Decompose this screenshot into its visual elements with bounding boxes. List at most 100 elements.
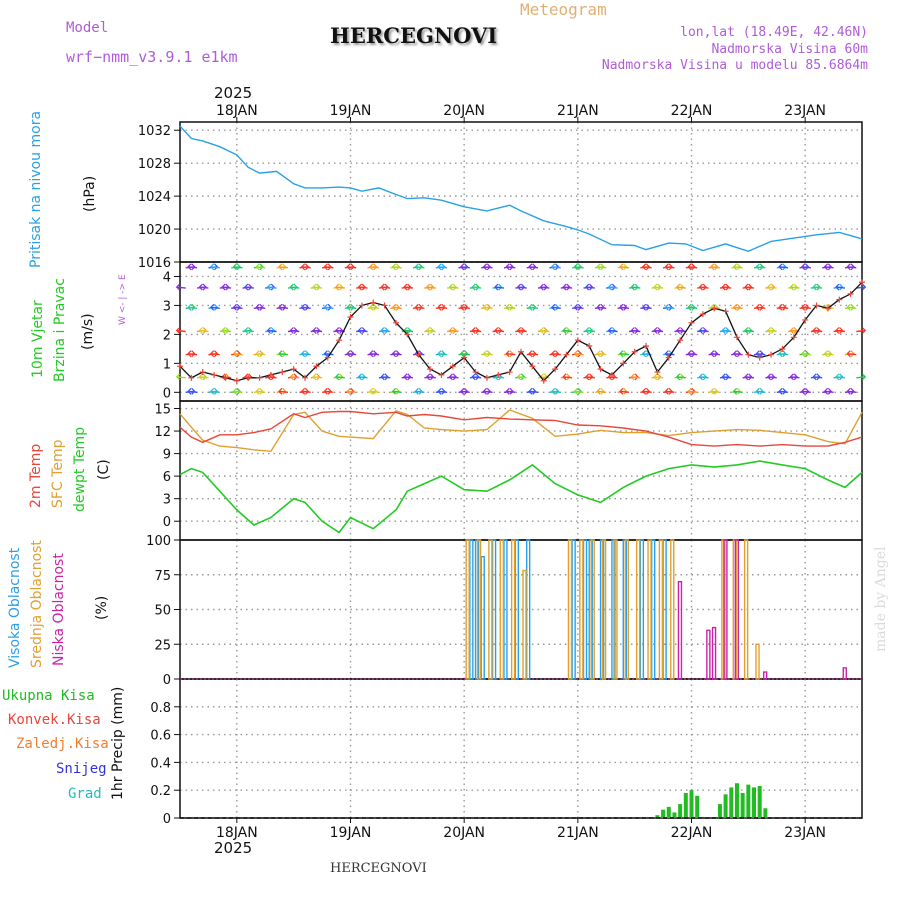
wind-arrow <box>574 352 584 356</box>
wind-arrowhead <box>789 327 794 334</box>
wind-arrowhead <box>528 263 533 271</box>
wind-arrowhead <box>464 303 469 311</box>
wind-arrow <box>813 376 823 379</box>
wind-arrow <box>460 306 470 310</box>
wind-arrow <box>676 329 686 333</box>
wind-arrowhead <box>714 387 719 395</box>
precip-bar <box>689 790 694 818</box>
wind-arrowhead <box>384 327 389 334</box>
wind-arrow <box>608 376 618 379</box>
precip-bar <box>729 787 734 818</box>
wind-arrowhead <box>187 303 192 311</box>
wind-arrowhead <box>505 387 510 395</box>
wind-gust-marker <box>199 369 206 376</box>
wind-arrow <box>744 376 755 379</box>
wind-arrowhead <box>323 350 328 358</box>
wind-gust-marker <box>233 377 240 384</box>
wind-arrowhead <box>634 283 639 291</box>
wind-arrow <box>483 390 493 394</box>
wind-arrow <box>619 266 630 269</box>
wind-gust-marker <box>461 354 468 361</box>
wind-arrow <box>710 266 720 269</box>
wind-arrowhead <box>589 327 594 334</box>
wind-arrowhead <box>744 283 749 291</box>
wind-arrowhead <box>448 283 453 291</box>
cloud-bar <box>677 581 683 680</box>
wind-arrow <box>654 329 664 333</box>
wind-arrow <box>710 352 720 356</box>
wind-arrow <box>210 306 220 310</box>
wind-arrow <box>335 376 345 379</box>
pressure-unit: (hPa) <box>82 175 98 212</box>
wind-gust-marker <box>631 348 638 355</box>
wind-gust-marker <box>802 316 809 323</box>
wind-arrowhead <box>350 263 355 271</box>
wind-arrowhead <box>395 387 401 395</box>
wind-arrow <box>847 266 857 269</box>
wind-arrowhead <box>300 303 306 311</box>
date-label-bottom: 19JAN <box>330 825 372 841</box>
precip-bar <box>757 786 762 818</box>
wind-gust-marker <box>222 374 229 381</box>
wind-arrow <box>210 390 220 394</box>
precip-legend-convective: Konvek.Kisa <box>8 712 101 728</box>
wind-arrow <box>494 376 505 379</box>
wind-arrowhead <box>339 373 344 381</box>
wind-arrowhead <box>509 350 514 358</box>
year-bottom-label: 2025 <box>214 839 253 857</box>
wind-arrow <box>722 376 732 379</box>
wind-arrowhead <box>486 263 492 271</box>
wind-arrowhead <box>482 350 488 358</box>
tick-label-wind: 3 <box>163 299 171 314</box>
wind-arrow <box>210 266 220 269</box>
cloud-bar <box>763 671 768 680</box>
wind-arrowhead <box>714 263 719 271</box>
wind-arrowhead <box>816 283 821 291</box>
wind-arrowhead <box>641 387 647 395</box>
wind-arrowhead <box>460 350 465 358</box>
wind-arrowhead <box>369 350 374 358</box>
cloud-bar <box>639 539 645 680</box>
wind-gust-marker <box>518 348 524 355</box>
wind-arrowhead <box>641 350 647 358</box>
wind-arrowhead <box>702 327 708 334</box>
wind-arrow <box>460 390 470 394</box>
temp-label-dew: dewpt Temp <box>72 426 88 512</box>
wind-arrowhead <box>391 350 397 358</box>
wind-arrowhead <box>600 303 605 311</box>
wind-arrowhead <box>770 327 776 334</box>
wind-arrow <box>540 376 550 379</box>
wind-arrowhead <box>611 327 617 334</box>
sfc-temp-line <box>179 409 863 453</box>
wind-arrowhead <box>657 327 662 334</box>
wind-arrow <box>256 390 266 394</box>
tick-label-cloud: 50 <box>154 604 171 619</box>
wind-arrowhead <box>766 373 772 381</box>
wind-arrow <box>381 376 391 379</box>
wind-arrowhead <box>464 263 469 271</box>
wind-arrowhead <box>266 327 272 334</box>
wind-arrow <box>835 376 846 379</box>
wind-arrow <box>324 266 334 269</box>
wind-arrowhead <box>259 387 264 395</box>
wind-arrowhead <box>441 263 446 271</box>
wind-arrowhead <box>418 303 423 311</box>
wind-arrow <box>688 352 698 356</box>
wind-arrow <box>381 286 391 289</box>
wind-arrowhead <box>668 263 673 271</box>
wind-arrow <box>563 376 573 379</box>
wind-arrow <box>278 352 289 356</box>
model-name: wrf−nmm_v3.9.1 e1km <box>66 48 238 66</box>
wind-arrow <box>710 390 720 394</box>
wind-arrowhead <box>191 387 196 395</box>
wind-arrowhead <box>589 373 594 381</box>
wind-arrowhead <box>839 327 844 334</box>
wind-arrowhead <box>585 327 590 334</box>
wind-gust-marker <box>336 337 343 344</box>
wind-arrowhead <box>213 387 219 395</box>
wind-arrow <box>392 306 402 310</box>
wind-arrowhead <box>414 387 419 395</box>
wind-arrowhead <box>789 373 794 381</box>
lonlat-label: lon,lat (18.49E, 42.46N) <box>680 25 868 40</box>
wind-arrowhead <box>566 327 571 334</box>
